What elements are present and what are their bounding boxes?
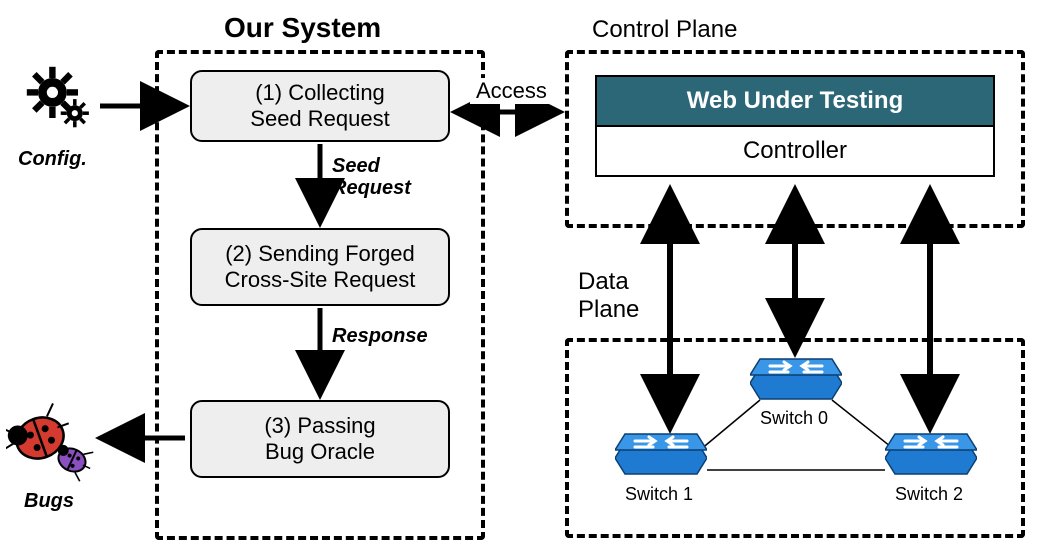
controller-box: Web Under Testing Controller (595, 75, 995, 177)
controller-body: Controller (597, 127, 993, 175)
switch-0-label: Switch 0 (760, 408, 828, 429)
access-label: Access (470, 78, 553, 104)
switch-0-icon (750, 355, 842, 405)
switch-1-icon (615, 430, 707, 480)
config-label: Config. (18, 148, 87, 171)
switch-2-label: Switch 2 (895, 484, 963, 505)
step-3-box: (3) Passing Bug Oracle (190, 400, 450, 478)
step-3-text: (3) Passing Bug Oracle (264, 413, 375, 466)
control-plane-label: Control Plane (586, 16, 743, 44)
bugs-icon (6, 398, 106, 493)
switch-2-icon (885, 430, 977, 480)
gear-icon (22, 62, 102, 147)
system-title: Our System (218, 12, 387, 44)
edge-label-response: Response (332, 325, 428, 347)
step-2-text: (2) Sending Forged Cross-Site Request (225, 241, 416, 294)
switch-1-label: Switch 1 (625, 484, 693, 505)
data-plane-label: Data Plane (572, 268, 645, 323)
step-1-box: (1) Collecting Seed Request (190, 70, 450, 142)
step-1-text: (1) Collecting Seed Request (250, 80, 389, 133)
controller-header: Web Under Testing (597, 77, 993, 127)
edge-label-seed: Seed Request (332, 155, 411, 199)
bugs-label: Bugs (24, 490, 74, 513)
step-2-box: (2) Sending Forged Cross-Site Request (190, 228, 450, 306)
diagram-canvas: Our System (1) Collecting Seed Request (… (0, 0, 1041, 551)
